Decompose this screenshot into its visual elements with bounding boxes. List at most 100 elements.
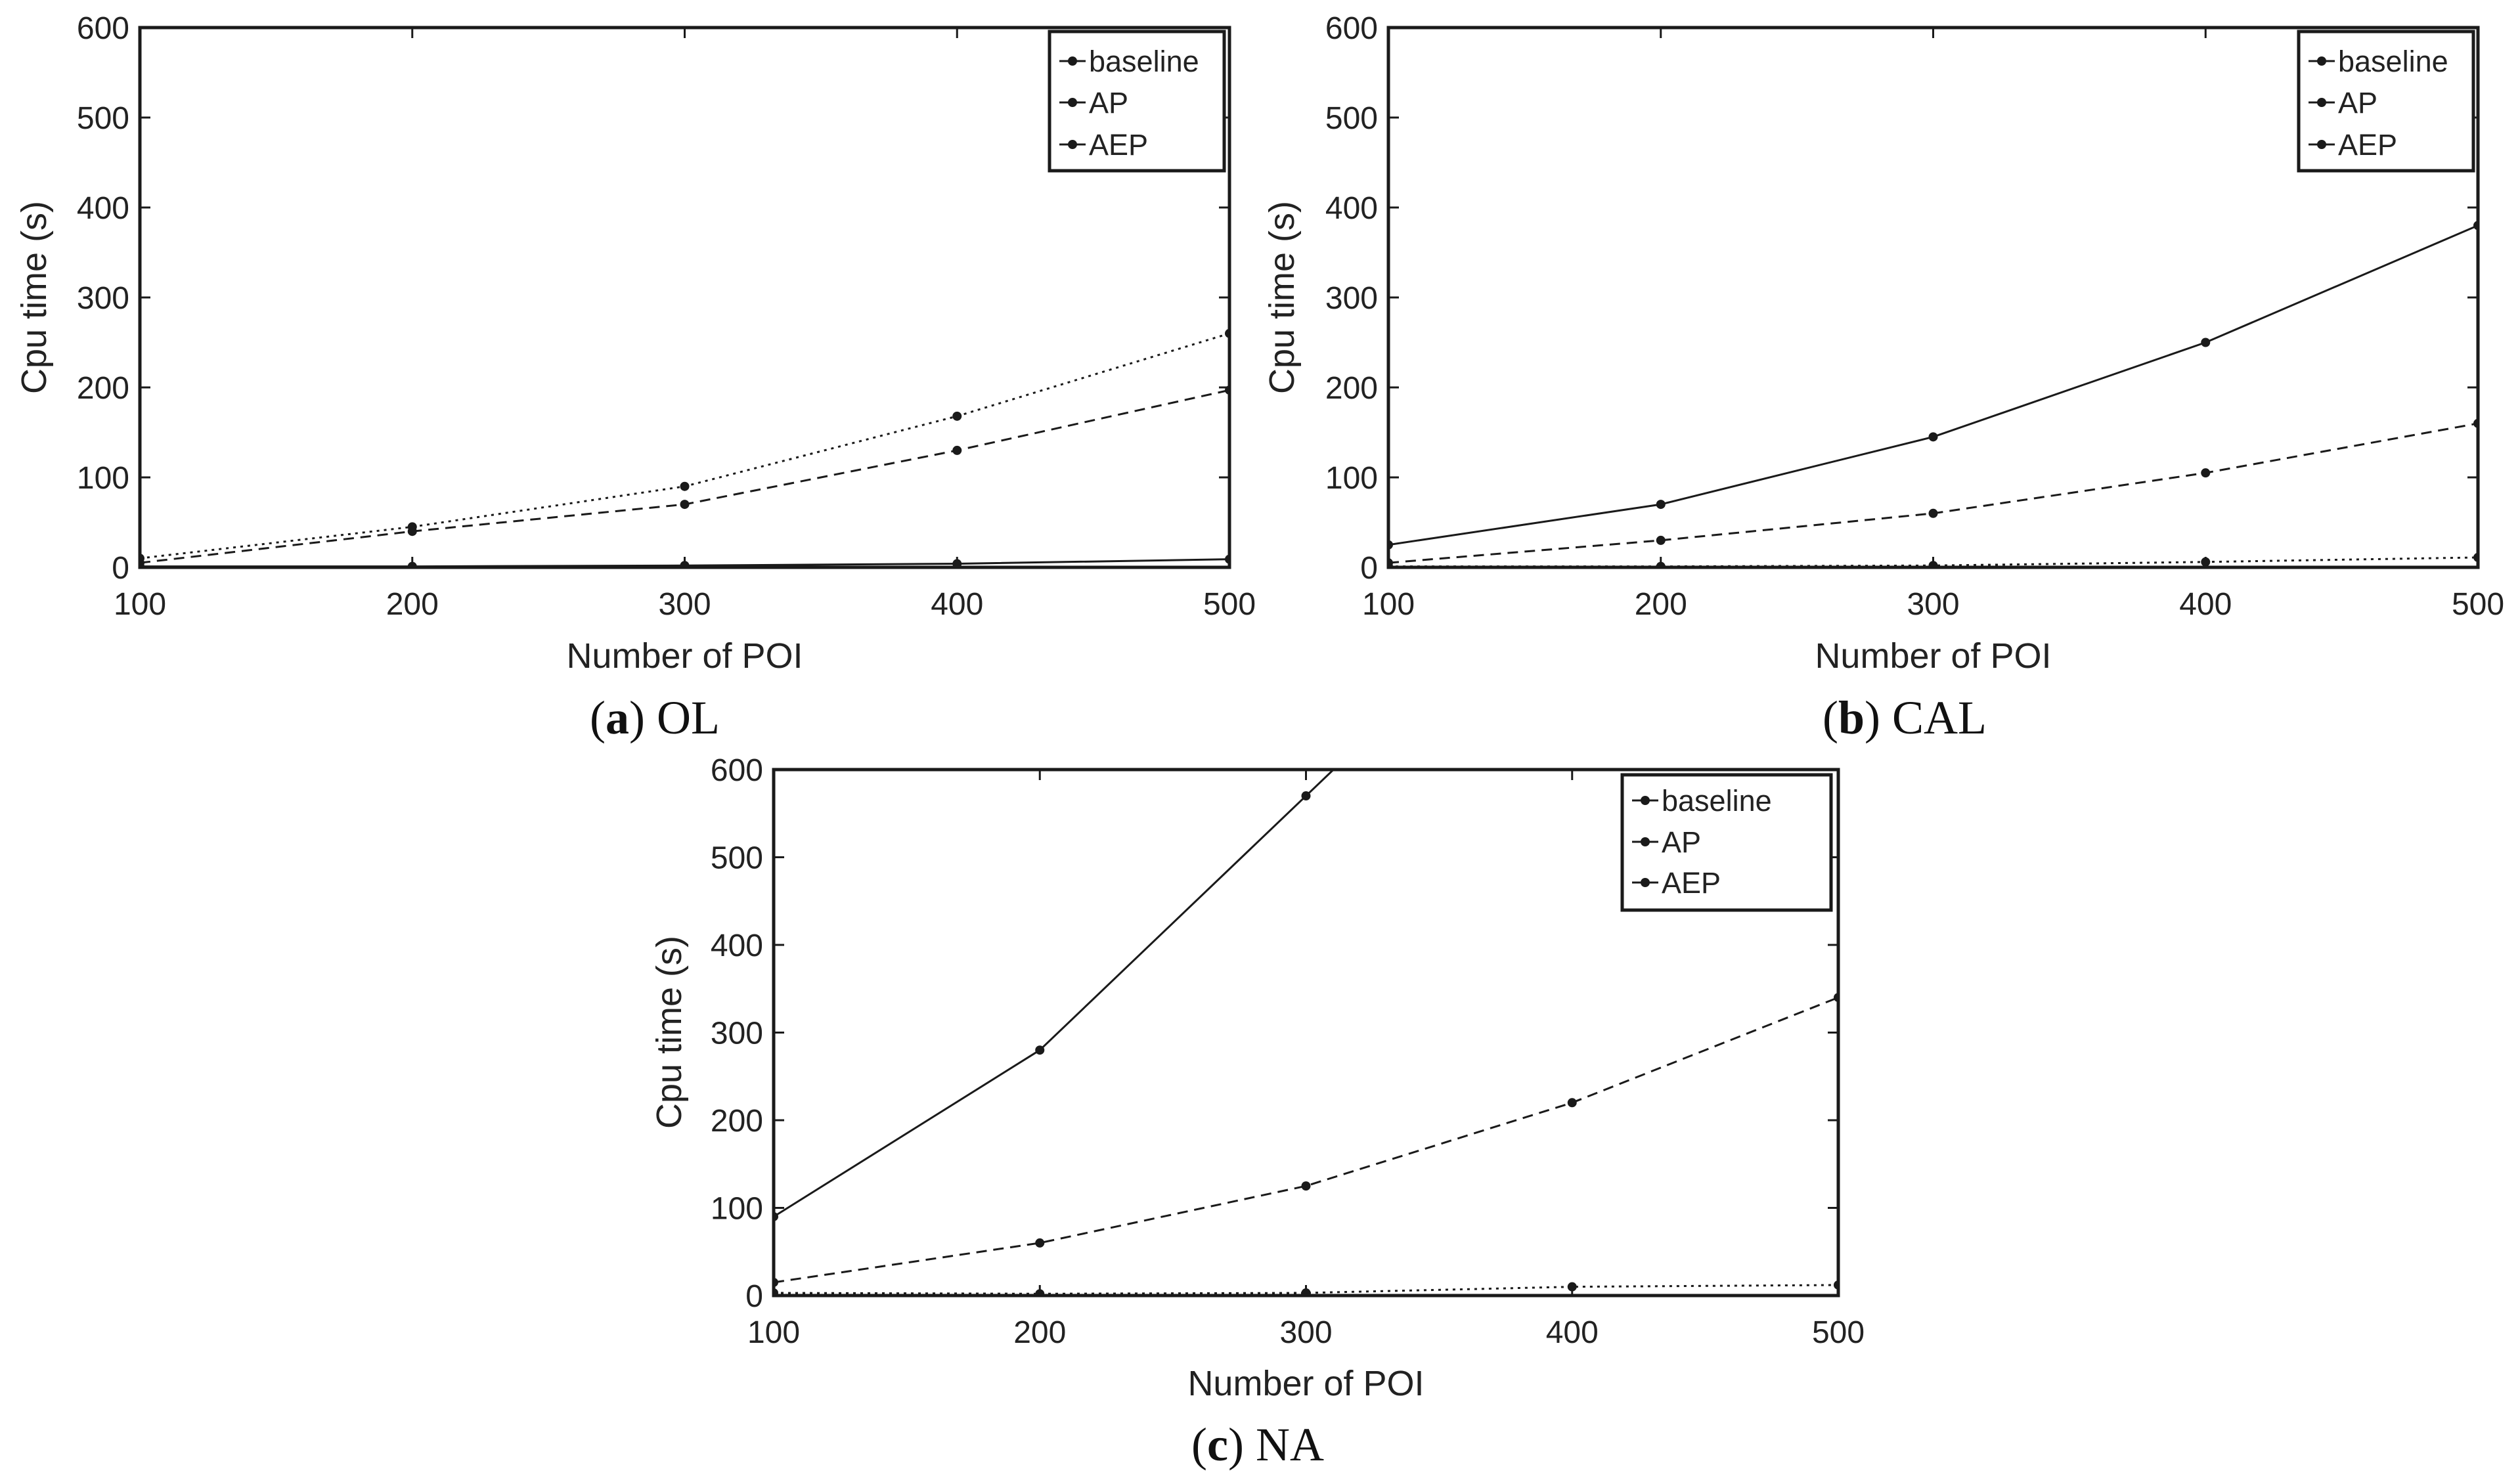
data-point-baseline: [952, 411, 962, 421]
caption: (a) OL: [590, 691, 720, 744]
y-tick-label: 400: [77, 191, 129, 226]
y-tick-label: 200: [1325, 371, 1378, 406]
x-axis-title: Number of POI: [566, 636, 803, 676]
y-tick-label: 600: [77, 11, 129, 46]
caption: (b) CAL: [1823, 691, 1987, 744]
data-point-baseline: [1656, 500, 1666, 510]
data-point-baseline: [1035, 1045, 1045, 1055]
data-point-baseline: [1928, 432, 1938, 442]
x-tick-label: 100: [114, 587, 166, 622]
legend-marker-baseline: [2317, 56, 2326, 66]
caption-letter: a: [606, 691, 629, 744]
caption-text: NA: [1256, 1418, 1324, 1471]
y-tick-label: 0: [1360, 551, 1378, 586]
x-tick-label: 400: [1546, 1315, 1599, 1350]
y-tick-label: 200: [711, 1104, 763, 1139]
legend-label-baseline: baseline: [1089, 45, 1199, 78]
x-axis: 100 200 300 400 500: [1362, 28, 2504, 622]
legend-box: [2297, 30, 2475, 173]
data-point-aep: [1035, 1238, 1045, 1248]
legend-label-aep: AEP: [1662, 866, 1721, 900]
legend-label-aep: AEP: [1089, 128, 1148, 162]
data-point-aep: [680, 500, 690, 510]
y-tick-label: 0: [745, 1279, 763, 1314]
legend-marker-baseline: [1641, 796, 1650, 805]
y-axis-title: Cpu time (s): [14, 201, 54, 394]
legend: baseline AP AEP: [1620, 773, 1833, 912]
legend-marker-ap: [2317, 98, 2326, 107]
y-tick-label: 500: [77, 101, 129, 136]
caption: (c) NA: [1191, 1418, 1324, 1471]
y-tick-label: 100: [77, 461, 129, 496]
data-point-aep: [1656, 535, 1666, 545]
legend: baseline AP AEP: [1048, 30, 1226, 173]
x-tick-label: 100: [747, 1315, 800, 1350]
x-tick-label: 400: [931, 587, 983, 622]
legend-marker-aep: [1068, 140, 1077, 149]
y-tick-label: 300: [77, 281, 129, 316]
legend-marker-ap: [1068, 98, 1077, 107]
caption-letter: c: [1207, 1418, 1228, 1471]
data-point-baseline: [2201, 338, 2211, 347]
data-point-aep: [1567, 1098, 1577, 1108]
data-point-aep: [952, 445, 962, 455]
legend-label-ap: AP: [1089, 86, 1128, 120]
y-tick-label: 500: [1325, 101, 1378, 136]
y-tick-label: 100: [711, 1192, 763, 1227]
legend-box: [1048, 30, 1226, 173]
legend-label-baseline: baseline: [2338, 45, 2448, 78]
legend-label-aep: AEP: [2338, 128, 2397, 162]
legend-marker-aep: [2317, 140, 2326, 149]
x-axis-title: Number of POI: [1187, 1364, 1424, 1403]
y-axis: 0 100 200 300 400 500 600: [77, 11, 1229, 586]
x-tick-label: 500: [1203, 587, 1256, 622]
y-tick-label: 600: [711, 753, 763, 788]
y-tick-label: 100: [1325, 461, 1378, 496]
legend: baseline AP AEP: [2297, 30, 2475, 173]
y-axis-title: Cpu time (s): [1262, 201, 1302, 394]
y-tick-label: 200: [77, 371, 129, 406]
x-tick-label: 500: [2452, 587, 2504, 622]
caption-text: CAL: [1892, 691, 1987, 744]
legend-marker-ap: [1641, 837, 1650, 846]
y-tick-label: 300: [1325, 281, 1378, 316]
data-point-aep: [407, 527, 417, 536]
x-tick-label: 200: [386, 587, 439, 622]
y-tick-label: 0: [112, 551, 129, 586]
x-tick-label: 400: [2179, 587, 2232, 622]
y-axis: 0 100 200 300 400 500 600: [1325, 11, 2478, 586]
legend-label-ap: AP: [1662, 825, 1701, 859]
x-tick-label: 500: [1812, 1315, 1865, 1350]
x-tick-label: 300: [658, 587, 711, 622]
y-axis: 0 100 200 300 400 500 600: [711, 753, 1838, 1314]
x-tick-label: 300: [1279, 1315, 1332, 1350]
x-tick-label: 100: [1362, 587, 1415, 622]
data-point-aep: [1928, 508, 1938, 518]
data-point-baseline: [680, 481, 690, 491]
x-axis: 100 200 300 400 500: [114, 28, 1256, 622]
y-tick-label: 500: [711, 841, 763, 876]
x-tick-label: 200: [1635, 587, 1687, 622]
legend-marker-baseline: [1068, 56, 1077, 66]
legend-label-baseline: baseline: [1662, 784, 1772, 818]
data-point-aep: [1301, 1181, 1311, 1191]
x-tick-label: 200: [1013, 1315, 1066, 1350]
caption-text: OL: [657, 691, 720, 744]
caption-letter: b: [1838, 691, 1865, 744]
y-tick-label: 400: [711, 928, 763, 963]
y-tick-label: 600: [1325, 11, 1378, 46]
y-axis-title: Cpu time (s): [650, 936, 689, 1129]
x-axis-title: Number of POI: [1815, 636, 2051, 676]
data-point-aep: [2201, 468, 2211, 478]
data-point-baseline: [1301, 791, 1311, 801]
y-tick-label: 300: [711, 1016, 763, 1051]
legend-marker-aep: [1641, 878, 1650, 887]
x-tick-label: 300: [1907, 587, 1959, 622]
x-axis: 100 200 300 400 500: [747, 770, 1865, 1350]
y-tick-label: 400: [1325, 191, 1378, 226]
